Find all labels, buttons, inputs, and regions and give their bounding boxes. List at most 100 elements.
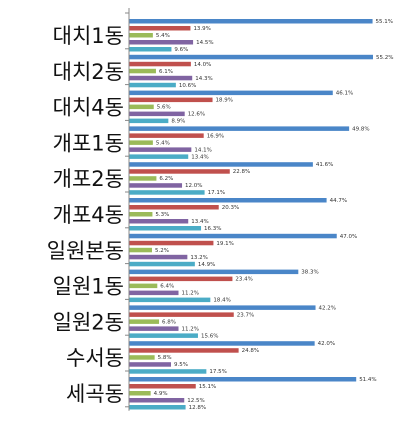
data-label: 14.5% — [196, 40, 213, 46]
data-label: 10.6% — [179, 83, 196, 89]
data-label: 6.2% — [159, 176, 173, 182]
bar — [129, 369, 207, 374]
data-label: 38.3% — [301, 270, 318, 276]
data-label: 5.4% — [156, 140, 170, 146]
bar — [129, 68, 156, 74]
bar — [129, 384, 196, 389]
bar — [129, 47, 172, 52]
bar — [129, 61, 191, 67]
data-label: 47.0% — [340, 234, 357, 240]
bar — [129, 233, 337, 239]
data-label: 14.3% — [195, 76, 212, 82]
bar — [129, 305, 316, 310]
data-label: 11.2% — [182, 326, 199, 332]
bar — [129, 377, 357, 382]
bar — [129, 19, 373, 24]
bar — [129, 169, 230, 174]
data-label: 13.9% — [193, 26, 210, 32]
bar — [129, 111, 185, 117]
data-label: 11.2% — [182, 291, 199, 297]
bar — [129, 348, 239, 353]
data-label: 9.5% — [174, 362, 188, 368]
bar — [129, 219, 189, 224]
bar — [129, 147, 192, 152]
bar — [129, 405, 186, 410]
category-label: 일원본동 — [47, 239, 124, 263]
data-label: 5.8% — [158, 355, 172, 361]
data-label: 12.5% — [187, 398, 204, 404]
data-label: 16.3% — [204, 226, 221, 232]
data-label: 17.5% — [209, 369, 226, 375]
bar — [129, 312, 234, 317]
category-label: 개포2동 — [53, 167, 124, 191]
data-label: 55.2% — [376, 55, 393, 61]
category-label: 대치4동 — [53, 96, 124, 120]
bar — [129, 183, 183, 188]
data-label: 18.4% — [213, 298, 230, 304]
bar — [129, 33, 153, 38]
data-label: 5.4% — [156, 33, 170, 39]
data-label: 46.1% — [336, 91, 353, 97]
bar — [129, 247, 152, 253]
category-label: 개포4동 — [53, 203, 124, 227]
data-label: 18.9% — [216, 98, 233, 104]
data-label: 17.1% — [208, 190, 225, 196]
data-label: 13.4% — [191, 219, 208, 225]
bar — [129, 276, 233, 282]
bar — [129, 283, 158, 289]
bar — [129, 190, 205, 195]
data-label: 24.8% — [242, 348, 259, 354]
data-label: 14.0% — [194, 62, 211, 68]
bar — [129, 391, 151, 396]
bar — [129, 133, 204, 138]
bar — [129, 154, 189, 159]
bar — [129, 355, 155, 360]
data-label: 12.0% — [185, 183, 202, 189]
bar — [129, 290, 179, 296]
data-label: 13.2% — [190, 255, 207, 261]
axis — [125, 8, 130, 411]
bar — [129, 54, 373, 60]
data-label: 6.8% — [162, 319, 176, 325]
bar — [129, 26, 191, 31]
bar — [129, 254, 188, 260]
bar — [129, 140, 153, 145]
data-label: 12.6% — [188, 112, 205, 118]
data-label: 44.7% — [330, 198, 347, 204]
bar — [129, 261, 195, 267]
category-label: 일원2동 — [53, 310, 124, 334]
category-labels: 대치1동대치2동대치4동개포1동개포2동개포4동일원본동일원1동일원2동수서동세… — [47, 24, 124, 406]
category-label: 대치2동 — [53, 60, 124, 84]
data-label: 55.1% — [376, 19, 393, 25]
data-label: 49.8% — [352, 126, 369, 132]
data-label: 4.9% — [154, 391, 168, 397]
data-label: 22.8% — [233, 169, 250, 175]
data-label: 42.0% — [318, 341, 335, 347]
data-label: 14.1% — [194, 147, 211, 153]
bar — [129, 269, 299, 275]
bar — [129, 104, 154, 110]
category-label: 일원1동 — [53, 275, 124, 299]
bar — [129, 240, 214, 246]
data-label: 9.6% — [174, 47, 188, 53]
data-label: 23.7% — [237, 312, 254, 318]
bar — [129, 326, 179, 331]
data-label: 13.4% — [191, 154, 208, 160]
data-label: 14.9% — [198, 262, 215, 268]
bar — [129, 226, 202, 231]
data-label: 42.2% — [319, 305, 336, 311]
data-label: 16.9% — [207, 133, 224, 139]
bar — [129, 333, 198, 338]
bar — [129, 40, 194, 45]
value-labels: 55.1% 13.9% 5.4% 14.5% 9.6% 55.2% 14.0% 6.1% 14.… — [154, 19, 394, 411]
data-label: 23.4% — [235, 277, 252, 283]
data-label: 19.1% — [216, 241, 233, 247]
data-label: 6.4% — [160, 284, 174, 290]
bar — [129, 319, 160, 324]
data-label: 8.9% — [171, 119, 185, 125]
bar — [129, 398, 185, 403]
bar — [129, 205, 219, 210]
data-label: 51.4% — [359, 377, 376, 383]
data-label: 5.6% — [157, 105, 171, 111]
